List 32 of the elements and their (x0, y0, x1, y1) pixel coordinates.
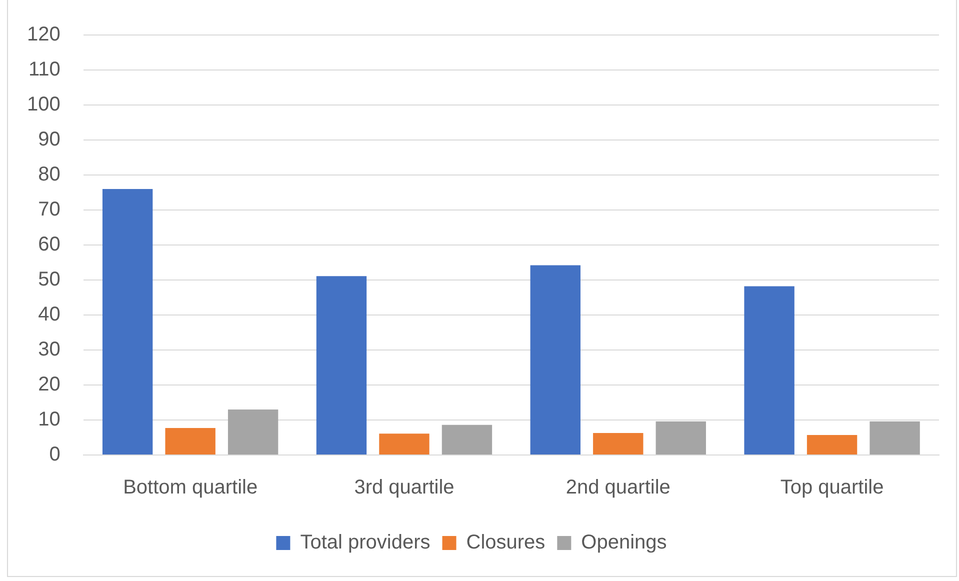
y-tick-label: 90 (38, 128, 60, 151)
x-tick-label: 2nd quartile (566, 476, 670, 499)
bar (870, 421, 920, 454)
bar (379, 434, 430, 454)
y-tick-label: 100 (26, 94, 60, 116)
legend-label: Openings (581, 532, 667, 554)
y-tick-label: 70 (38, 198, 60, 221)
bar (442, 424, 492, 454)
y-tick-label: 40 (38, 304, 60, 326)
y-tick-label: 60 (38, 234, 60, 256)
y-tick-label: 10 (38, 408, 60, 431)
x-tick-label: Bottom quartile (123, 476, 258, 499)
x-tick-label: 3rd quartile (354, 476, 454, 499)
bar (228, 410, 278, 454)
x-tick-label: Top quartile (780, 476, 884, 499)
y-tick-label: 0 (49, 444, 60, 466)
legend-label: Closures (466, 532, 546, 554)
bar (593, 432, 644, 454)
y-tick-label: 110 (28, 58, 60, 81)
y-tick-label: 50 (38, 268, 60, 291)
y-tick-label: 20 (38, 374, 60, 396)
bar (165, 428, 216, 454)
y-tick-label: 80 (38, 164, 60, 186)
bar (744, 286, 794, 454)
bar (656, 421, 706, 454)
y-tick-label: 120 (26, 24, 60, 46)
bar (316, 276, 367, 454)
legend-label: Total providers (300, 532, 430, 554)
bar (530, 265, 580, 454)
bar (806, 435, 858, 454)
bar (102, 189, 153, 454)
y-tick-label: 30 (38, 338, 60, 361)
